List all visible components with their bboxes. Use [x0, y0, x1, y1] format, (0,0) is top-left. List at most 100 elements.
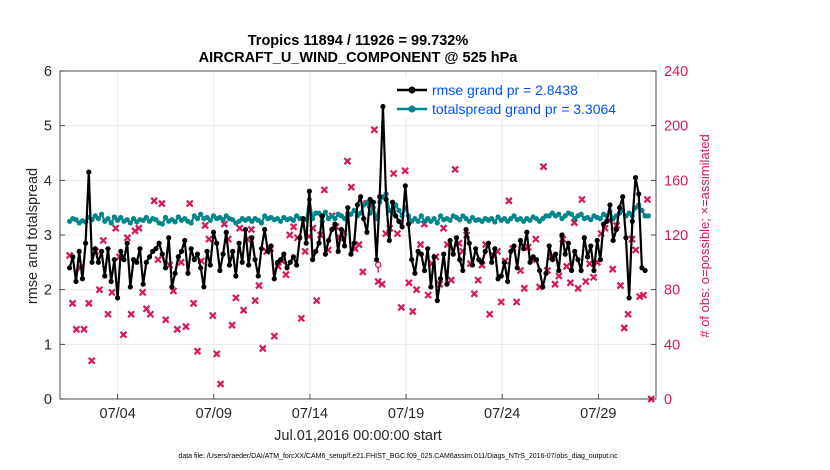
- obs-assimilated-point: [397, 303, 406, 312]
- spread-point: [220, 217, 226, 223]
- rmse-point: [457, 257, 463, 263]
- rmse-point: [373, 257, 380, 263]
- rmse-point: [421, 267, 428, 274]
- spread-point: [568, 211, 575, 217]
- rmse-point: [412, 270, 418, 276]
- spread-point: [111, 214, 117, 220]
- rmse-point: [335, 248, 341, 254]
- spread-point: [95, 216, 101, 222]
- obs-assimilated-point: [555, 272, 563, 280]
- rmse-point: [134, 259, 140, 265]
- spread-point: [198, 211, 204, 217]
- spread-point: [418, 213, 424, 219]
- rmse-point: [281, 251, 287, 257]
- rmse-point: [82, 240, 89, 246]
- legend-rmse-label: rmse grand pr = 2.8438: [432, 82, 578, 98]
- rmse-point: [271, 276, 277, 282]
- obs-assimilated-point: [99, 236, 108, 245]
- spread-point: [466, 218, 472, 224]
- rmse-point: [242, 226, 249, 233]
- obs-assimilated-point: [401, 166, 409, 175]
- rmse-point: [588, 243, 594, 249]
- rmse-point: [559, 232, 565, 238]
- spread-point: [73, 217, 79, 223]
- spread-point: [153, 217, 159, 223]
- rmse-point: [575, 257, 581, 263]
- obs-assimilated-point: [182, 322, 190, 331]
- obs-assimilated-point: [447, 276, 456, 284]
- rmse-point: [102, 273, 108, 279]
- right-tick-label: 40: [664, 337, 680, 353]
- obs-assimilated-point: [412, 285, 421, 294]
- obs-assimilated-point: [405, 279, 413, 287]
- rmse-point: [322, 251, 328, 257]
- rmse-point: [262, 226, 268, 233]
- spread-point: [290, 217, 297, 223]
- rmse-point: [325, 237, 332, 244]
- spread-point: [118, 214, 124, 221]
- rmse-point: [127, 284, 133, 290]
- spread-point: [457, 217, 463, 223]
- spread-point: [194, 216, 201, 222]
- rmse-point: [236, 240, 242, 246]
- right-tick-label: 160: [664, 173, 688, 189]
- rmse-point: [405, 221, 412, 227]
- rmse-point: [319, 213, 325, 219]
- x-axis-label: Jul.01,2016 00:00:00 start: [274, 428, 442, 444]
- rmse-point: [361, 216, 367, 222]
- spread-point: [495, 214, 501, 220]
- obs-assimilated-point: [470, 289, 479, 298]
- rmse-point: [175, 254, 181, 260]
- obs-assimilated-point: [562, 262, 571, 271]
- rmse-point: [108, 278, 114, 285]
- spread-point: [230, 217, 236, 223]
- rmse-point: [146, 254, 153, 260]
- rmse-point: [517, 237, 524, 244]
- rmse-point: [210, 229, 217, 235]
- rmse-point: [402, 183, 408, 189]
- obs-assimilated-point: [632, 246, 640, 254]
- rmse-point: [498, 273, 504, 279]
- obs-assimilated-point: [301, 247, 309, 256]
- rmse-point: [217, 267, 223, 274]
- rmse-point: [629, 218, 635, 224]
- obs-assimilated-point: [205, 235, 213, 243]
- spread-point: [556, 211, 562, 217]
- obs-assimilated-point: [416, 240, 425, 249]
- obs-assimilated-point: [193, 347, 202, 355]
- rmse-point: [124, 240, 130, 246]
- rmse-point: [332, 221, 338, 227]
- rmse-point: [632, 175, 639, 181]
- obs-assimilated-point: [512, 298, 521, 306]
- obs-assimilated-point: [539, 162, 548, 171]
- obs-assimilated-point: [127, 310, 135, 319]
- rmse-point: [584, 254, 591, 260]
- rmse-point: [156, 240, 162, 246]
- obs-assimilated-point: [108, 288, 116, 297]
- rmse-point: [92, 246, 98, 252]
- rmse-point: [105, 246, 111, 252]
- rmse-point: [597, 257, 603, 263]
- obs-assimilated-point: [177, 258, 185, 267]
- spread-point: [527, 217, 533, 223]
- obs-assimilated-point: [393, 229, 402, 238]
- obs-assimilated-point: [68, 299, 77, 308]
- rmse-point: [159, 251, 165, 257]
- rmse-point: [73, 278, 79, 285]
- rmse-point: [431, 254, 437, 260]
- spread-point: [188, 220, 194, 226]
- rmse-point: [572, 248, 578, 254]
- obs-assimilated-point: [228, 321, 236, 329]
- obs-assimilated-point: [146, 310, 155, 319]
- obs-assimilated-point: [173, 325, 182, 334]
- rmse-point: [182, 237, 188, 244]
- obs-assimilated-point: [343, 157, 352, 165]
- spread-point: [597, 216, 603, 222]
- spread-point: [437, 213, 444, 219]
- spread-point: [175, 214, 181, 220]
- rmse-point: [370, 199, 376, 205]
- obs-assimilated-point: [80, 325, 88, 334]
- obs-assimilated-point: [578, 195, 586, 204]
- rmse-point: [76, 248, 82, 254]
- spread-point: [108, 220, 114, 226]
